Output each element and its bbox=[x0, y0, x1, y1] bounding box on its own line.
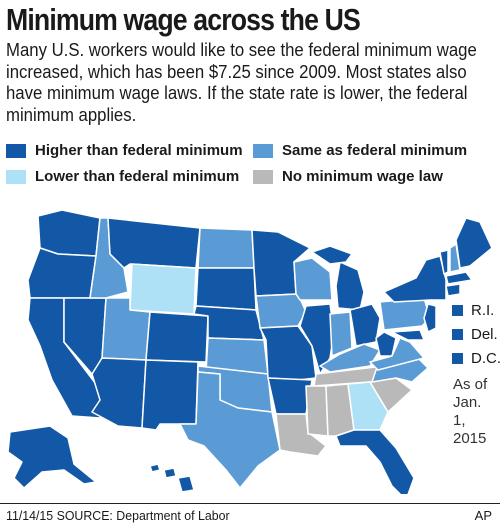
state-mississippi bbox=[305, 385, 329, 437]
small-state-dc: D.C. bbox=[452, 346, 500, 370]
legend-label-none: No minimum wage law bbox=[282, 168, 443, 185]
state-maine bbox=[455, 217, 493, 269]
legend-item-none: No minimum wage law bbox=[253, 168, 443, 185]
footer-divider bbox=[0, 503, 500, 504]
state-connecticut bbox=[445, 283, 461, 297]
state-washington bbox=[37, 209, 101, 257]
state-south-dakota bbox=[195, 267, 257, 311]
state-new-mexico bbox=[141, 359, 199, 431]
state-wyoming bbox=[129, 263, 197, 315]
legend-swatch-higher bbox=[6, 143, 26, 158]
state-pennsylvania bbox=[379, 297, 431, 331]
legend-label-same: Same as federal minimum bbox=[282, 142, 468, 159]
small-states-legend: R.I. Del. D.C. bbox=[452, 298, 500, 370]
small-state-label-dc: D.C. bbox=[471, 349, 500, 367]
state-alaska bbox=[7, 425, 97, 489]
legend-label-higher: Higher than federal minimum bbox=[35, 142, 243, 159]
state-maryland bbox=[391, 329, 425, 341]
legend-item-lower: Lower than federal minimum bbox=[6, 168, 239, 185]
small-state-label-ri: R.I. bbox=[471, 301, 495, 319]
state-florida bbox=[335, 429, 415, 494]
source-note: 11/14/15 SOURCE: Department of Labor bbox=[6, 508, 230, 523]
state-oregon bbox=[27, 247, 97, 299]
state-georgia bbox=[347, 381, 389, 431]
state-texas bbox=[179, 371, 281, 489]
state-north-dakota bbox=[197, 227, 255, 269]
legend-label-lower: Lower than federal minimum bbox=[35, 168, 240, 185]
hawaii-island-1 bbox=[149, 463, 161, 473]
legend-item-same: Same as federal minimum bbox=[253, 142, 467, 159]
subtitle: Many U.S. workers would like to see the … bbox=[6, 40, 477, 125]
page-title: Minimum wage across the US bbox=[6, 2, 361, 37]
hawaii-island-2 bbox=[163, 467, 177, 479]
state-virginia bbox=[369, 337, 425, 371]
state-ohio bbox=[349, 303, 381, 347]
state-missouri bbox=[259, 325, 317, 381]
legend-swatch-lower bbox=[6, 169, 26, 184]
as-of-date: As of Jan. 1, 2015 bbox=[453, 376, 488, 447]
small-state-swatch-dc bbox=[452, 352, 463, 364]
small-state-label-de: Del. bbox=[471, 325, 498, 343]
small-state-ri: R.I. bbox=[452, 298, 500, 322]
state-michigan bbox=[335, 261, 365, 311]
credit-ap: AP bbox=[474, 508, 492, 523]
state-montana bbox=[107, 217, 201, 269]
state-new-hampshire bbox=[449, 243, 461, 273]
state-arkansas bbox=[267, 377, 313, 415]
state-new-jersey bbox=[423, 303, 437, 333]
small-state-swatch-ri bbox=[452, 304, 463, 316]
small-state-de: Del. bbox=[452, 322, 500, 346]
state-louisiana bbox=[275, 413, 327, 457]
state-vermont bbox=[439, 249, 449, 275]
legend-item-higher: Higher than federal minimum bbox=[6, 142, 243, 159]
state-indiana bbox=[329, 311, 353, 357]
state-hawaii bbox=[149, 463, 195, 493]
legend-swatch-none bbox=[253, 169, 273, 184]
state-wisconsin bbox=[293, 257, 333, 301]
us-minimum-wage-map bbox=[7, 209, 493, 494]
small-state-swatch-de bbox=[452, 328, 463, 340]
legend-swatch-same bbox=[253, 143, 273, 158]
state-massachusetts bbox=[445, 271, 473, 285]
legend: Higher than federal minimum Same as fede… bbox=[6, 140, 496, 190]
hawaii-island-3 bbox=[177, 475, 195, 493]
state-new-york bbox=[383, 255, 447, 303]
state-west-virginia bbox=[375, 331, 397, 357]
state-michigan-up bbox=[311, 245, 353, 265]
state-colorado bbox=[145, 311, 209, 363]
